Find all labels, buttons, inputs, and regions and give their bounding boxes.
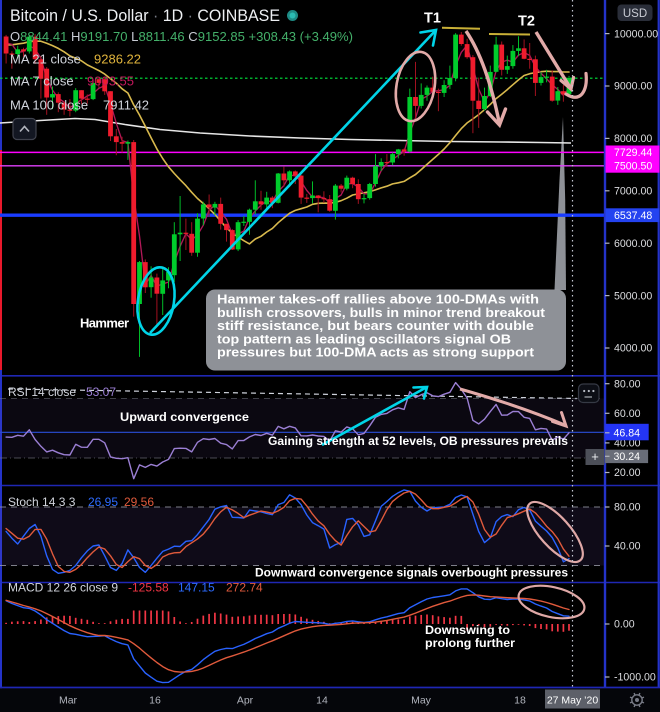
svg-text:40.00: 40.00 — [614, 438, 641, 450]
svg-text:60.00: 60.00 — [614, 408, 641, 420]
svg-text:5000.00: 5000.00 — [614, 290, 652, 302]
svg-text:Mar: Mar — [59, 695, 78, 707]
svg-text:6000.00: 6000.00 — [614, 238, 652, 250]
svg-text:30.24: 30.24 — [614, 451, 641, 463]
svg-text:80.00: 80.00 — [614, 378, 641, 390]
svg-text:bullish crossovers, bulls in m: bullish crossovers, bulls in minor trend… — [217, 305, 546, 320]
svg-text:O8844.41 H9191.70 L8811.46 C91: O8844.41 H9191.70 L8811.46 C9152.85 +308… — [10, 29, 353, 44]
svg-text:46.84: 46.84 — [614, 428, 641, 440]
svg-text:prolong further: prolong further — [425, 638, 516, 650]
svg-text:Gaining strength at 52 levels,: Gaining strength at 52 levels, OB pressu… — [268, 436, 568, 448]
svg-text:7729.44: 7729.44 — [614, 147, 652, 159]
svg-text:Downward convergence signals o: Downward convergence signals overbought … — [255, 568, 568, 580]
svg-text:-1000.00: -1000.00 — [614, 672, 656, 684]
svg-text:pressures but 100-DMA acts as: pressures but 100-DMA acts as strong sup… — [217, 345, 535, 360]
svg-text:Downswing to: Downswing to — [425, 625, 510, 637]
svg-text:T1: T1 — [424, 11, 441, 27]
svg-text:USD: USD — [623, 8, 647, 20]
svg-text:0.00: 0.00 — [614, 619, 635, 631]
svg-text:16: 16 — [149, 695, 161, 707]
svg-text:Hammer: Hammer — [80, 316, 129, 331]
svg-text:Upward convergence: Upward convergence — [120, 412, 249, 424]
svg-text:Apr: Apr — [237, 695, 254, 707]
svg-text:+: + — [591, 449, 599, 464]
svg-text:May: May — [411, 695, 432, 707]
svg-text:40.00: 40.00 — [614, 541, 641, 553]
svg-text:7000.00: 7000.00 — [614, 186, 652, 198]
svg-text:Bitcoin / U.S. Dollar · 1D · C: Bitcoin / U.S. Dollar · 1D · COINBASE — [10, 7, 280, 25]
svg-text:80.00: 80.00 — [614, 502, 641, 514]
svg-text:7500.50: 7500.50 — [614, 161, 652, 173]
svg-text:T2: T2 — [518, 14, 535, 30]
svg-text:9000.00: 9000.00 — [614, 81, 652, 93]
svg-text:8000.00: 8000.00 — [614, 133, 652, 145]
svg-text:18: 18 — [514, 695, 526, 707]
svg-text:27 May ’20: 27 May ’20 — [547, 695, 599, 707]
svg-text:10000.00: 10000.00 — [614, 28, 658, 40]
svg-text:14: 14 — [316, 695, 328, 707]
svg-text:20.00: 20.00 — [614, 467, 641, 479]
svg-text:4000.00: 4000.00 — [614, 343, 652, 355]
svg-text:6537.48: 6537.48 — [614, 210, 652, 222]
svg-text:stiff resistance, but bears co: stiff resistance, but bears counter with… — [217, 318, 534, 333]
svg-text:top pattern as leading oscilla: top pattern as leading oscillators signa… — [217, 331, 511, 346]
svg-text:Hammer takes-off rallies above: Hammer takes-off rallies above 100-DMAs … — [217, 292, 539, 307]
